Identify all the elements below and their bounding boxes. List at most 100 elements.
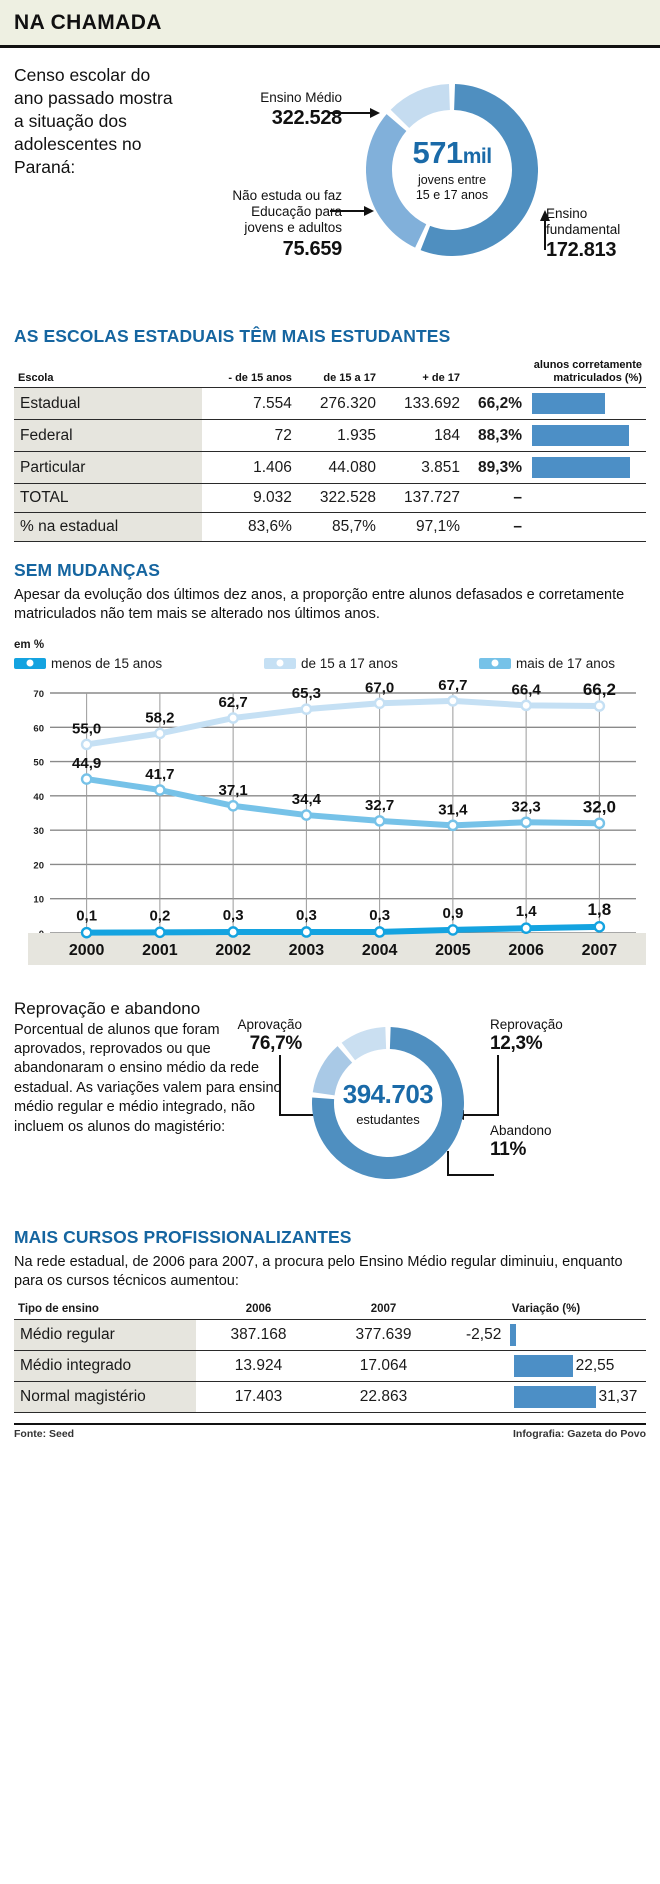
donut-jovens-svg <box>366 84 538 256</box>
table-cell: 89,3% <box>464 451 526 485</box>
donut-reprovacao-value: 394.703 <box>342 1078 434 1109</box>
data-label: 0,3 <box>369 907 390 924</box>
table-cell: 276.320 <box>295 387 380 421</box>
data-point <box>300 925 313 938</box>
x-axis-tick: 2006 <box>508 942 544 959</box>
table-cell-bar <box>526 419 646 453</box>
variation-bar <box>514 1354 573 1377</box>
table-cell: 7.554 <box>202 387 296 421</box>
label-abandono: Abandono 11% <box>490 1123 660 1162</box>
x-axis-tick: 2000 <box>69 942 105 959</box>
table-cell: 66,2% <box>464 387 526 421</box>
donut-reprovacao-subtitle: estudantes <box>356 1111 420 1127</box>
y-axis-tick: 30 <box>33 826 44 837</box>
data-point <box>373 697 386 709</box>
th-escola: Escola <box>14 359 202 389</box>
data-point <box>80 772 93 785</box>
x-axis-tick: 2004 <box>362 942 398 959</box>
data-point <box>154 783 166 796</box>
table-cell: 17.064 <box>321 1350 446 1382</box>
table-cursos-head: Tipo de ensino 2006 2007 Variação (%) <box>14 1302 646 1320</box>
data-point <box>227 799 239 812</box>
th-tipo-ensino: Tipo de ensino <box>14 1302 196 1320</box>
table-escolas-header-row: Escola - de 15 anos de 15 a 17 + de 17 a… <box>14 359 646 389</box>
data-point <box>520 699 532 711</box>
data-point <box>520 921 532 934</box>
legend-dot-icon <box>25 658 35 668</box>
variation-bar <box>514 1385 596 1408</box>
line-series-0 <box>83 697 603 747</box>
section-title-sem-mudancas: SEM MUDANÇAS <box>14 560 161 581</box>
data-label: 0,3 <box>223 907 244 924</box>
table-cell: – <box>464 483 526 514</box>
data-point <box>373 814 386 827</box>
data-point <box>154 926 166 938</box>
legend-dot-icon <box>490 658 500 668</box>
table-cell: Médio regular <box>14 1319 196 1351</box>
label-nao-estuda-l3: jovens e adultos <box>244 220 342 236</box>
data-point <box>154 727 166 739</box>
table-escolas: Escola - de 15 anos de 15 a 17 + de 17 a… <box>14 359 646 543</box>
value-nao-estuda: 75.659 <box>282 237 343 260</box>
legend-swatch-icon <box>264 657 296 669</box>
table-cell: 1.935 <box>295 419 380 453</box>
y-axis-tick: 60 <box>33 723 44 734</box>
intro-text: Censo escolar do ano passado mostra a si… <box>14 65 173 178</box>
variation-label: -2,52 <box>466 1325 502 1343</box>
table-cell: 3.851 <box>379 451 464 485</box>
body-container: Censo escolar do ano passado mostra a si… <box>0 60 660 1440</box>
chart-unit-label: em % <box>14 638 45 651</box>
data-point <box>80 926 93 938</box>
donut-segment-2 <box>390 84 451 129</box>
data-label: 55,0 <box>72 720 101 737</box>
table-escolas-head: Escola - de 15 anos de 15 a 17 + de 17 a… <box>14 359 646 389</box>
data-label: 44,9 <box>72 755 101 772</box>
table-cell: 72 <box>202 419 296 453</box>
table-cell: Federal <box>14 419 202 453</box>
label-nao-estuda-l2: Educação para <box>251 204 342 220</box>
data-point <box>300 702 313 715</box>
legend-label: menos de 15 anos <box>51 655 163 671</box>
table-cell: Médio integrado <box>14 1350 196 1382</box>
donut-reprovacao-center: 394.703 estudantes <box>312 1027 464 1179</box>
reprovacao-paragraph: Porcentual de alunos que foram aprovados… <box>14 1021 282 1135</box>
intro-section: Censo escolar do ano passado mostra a si… <box>14 60 646 308</box>
chart-legend: menos de 15 anos de 15 a 17 anos mais de 1… <box>14 656 646 671</box>
data-point <box>373 925 386 938</box>
legend-item-1: de 15 a 17 anos <box>264 656 479 671</box>
data-label: 0,9 <box>442 904 463 921</box>
label-ensino-fundamental: Ensino fundamental 172.813 <box>546 206 660 262</box>
data-label: 32,3 <box>512 798 541 815</box>
section-title-cursos: MAIS CURSOS PROFISSIONALIZANTES <box>14 1226 352 1247</box>
table-cell-bar <box>526 483 646 514</box>
legend-item-2: mais de 17 anos <box>479 656 615 671</box>
donut-jovens-center: 571mil jovens entre 15 e 17 anos <box>366 84 538 256</box>
table-row: Federal 72 1.935 184 88,3% <box>14 419 646 453</box>
data-label: 37,1 <box>219 781 248 798</box>
donut-segment-1 <box>312 1045 353 1096</box>
donut-jovens-subtitle: jovens entre 15 e 17 anos <box>416 173 488 204</box>
table-cursos-body: Médio regular 387.168 377.639 -2,52 Médio in… <box>14 1319 646 1413</box>
y-axis-tick: 70 <box>33 689 44 700</box>
data-label: 66,4 <box>512 681 542 698</box>
variation-bar <box>510 1323 516 1346</box>
footer-source: Fonte: Seed <box>14 1427 75 1440</box>
table-cursos-header-row: Tipo de ensino 2006 2007 Variação (%) <box>14 1302 646 1320</box>
legend-label: de 15 a 17 anos <box>301 655 398 671</box>
table-cell-bar <box>526 451 646 485</box>
footer: Fonte: Seed Infografia: Gazeta do Povo <box>14 1422 646 1440</box>
x-axis-tick: 2005 <box>435 942 471 959</box>
table-cell: 22.863 <box>321 1381 446 1413</box>
table-cursos: Tipo de ensino 2006 2007 Variação (%) Mé… <box>14 1302 646 1413</box>
data-point <box>227 925 239 938</box>
table-cell: 13.924 <box>196 1350 321 1382</box>
label-reprovacao-text: Reprovação <box>490 1016 563 1032</box>
table-cell: 97,1% <box>379 512 464 543</box>
table-cell: 1.406 <box>202 451 296 485</box>
table-row: Médio integrado 13.924 17.064 22,55 <box>14 1350 646 1382</box>
data-label: 67,7 <box>438 677 467 694</box>
donut-chart-jovens: 571mil jovens entre 15 e 17 anos <box>366 84 538 256</box>
line-chart-container: 01020304050607055,058,262,765,367,067,76… <box>14 676 646 977</box>
data-label: 41,7 <box>145 766 174 783</box>
